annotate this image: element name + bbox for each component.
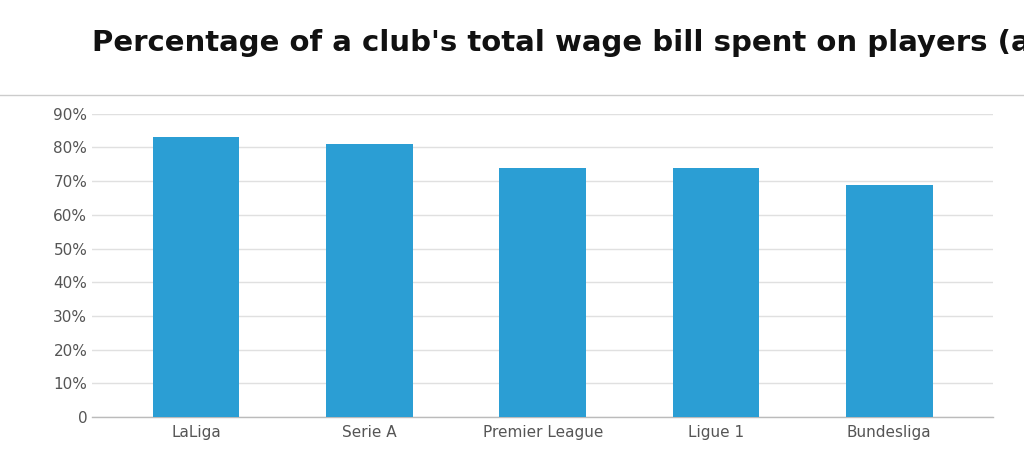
Bar (673, 168, 760, 417)
Bar (326, 144, 413, 417)
Bar (500, 168, 586, 417)
Bar (153, 137, 240, 417)
Bar (846, 184, 933, 417)
Text: Percentage of a club's total wage bill spent on players (all levels): Percentage of a club's total wage bill s… (92, 29, 1024, 57)
